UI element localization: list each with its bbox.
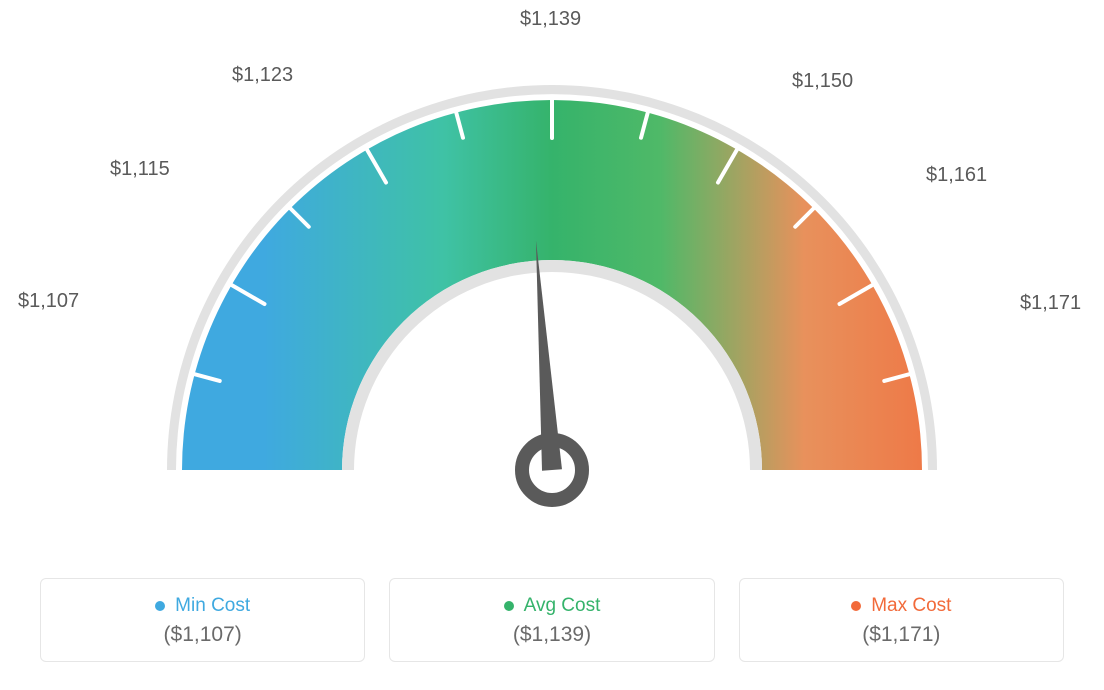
gauge-tick-label: $1,107	[18, 290, 79, 313]
legend-label-min: Min Cost	[175, 595, 250, 617]
legend-title-min: Min Cost	[155, 595, 250, 617]
gauge-tick-label: $1,115	[110, 158, 170, 181]
legend-card-min: Min Cost ($1,107)	[40, 578, 365, 662]
legend-title-avg: Avg Cost	[504, 595, 601, 617]
dot-icon-min	[155, 601, 165, 611]
legend-value-avg: ($1,139)	[402, 623, 701, 647]
gauge-tick-label: $1,171	[1020, 292, 1081, 315]
dot-icon-avg	[504, 601, 514, 611]
gauge-area: $1,107 $1,115 $1,123 $1,139 $1,150 $1,161 $1,1…	[0, 0, 1104, 540]
gauge-tick-label: $1,139	[520, 8, 581, 31]
legend-value-max: ($1,171)	[752, 623, 1051, 647]
gauge-tick-label: $1,150	[792, 70, 853, 93]
legend-card-avg: Avg Cost ($1,139)	[389, 578, 714, 662]
legend-row: Min Cost ($1,107) Avg Cost ($1,139) Max …	[40, 578, 1064, 662]
legend-label-max: Max Cost	[871, 595, 951, 617]
legend-value-min: ($1,107)	[53, 623, 352, 647]
cost-gauge-chart: $1,107 $1,115 $1,123 $1,139 $1,150 $1,161 $1,1…	[0, 0, 1104, 690]
legend-title-max: Max Cost	[851, 595, 951, 617]
gauge-tick-label: $1,123	[232, 64, 293, 87]
legend-label-avg: Avg Cost	[524, 595, 601, 617]
gauge-svg	[102, 20, 1002, 540]
gauge-tick-label: $1,161	[926, 164, 987, 187]
dot-icon-max	[851, 601, 861, 611]
legend-card-max: Max Cost ($1,171)	[739, 578, 1064, 662]
